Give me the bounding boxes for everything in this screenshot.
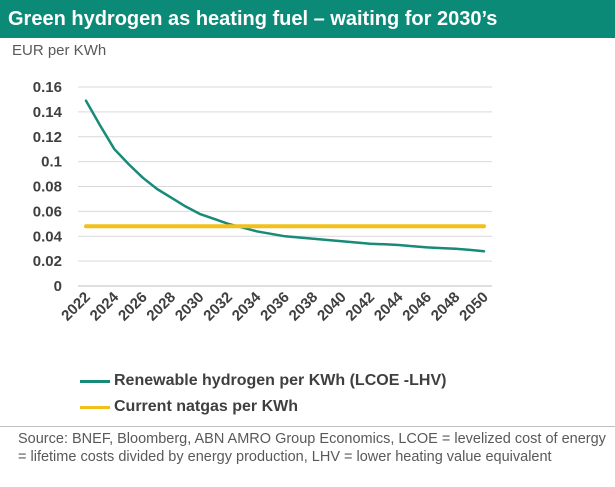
y-tick-label: 0.16 — [33, 79, 62, 96]
hydrogen-cost-line — [84, 99, 486, 253]
y-tick-label: 0 — [54, 278, 62, 295]
y-axis-unit-label: EUR per KWh — [12, 42, 107, 59]
y-axis-ticks: 0 0.02 0.04 0.06 0.08 0.1 0.12 0.14 0.16 — [33, 79, 63, 295]
y-tick-label: 0.12 — [33, 129, 62, 146]
x-tick-label: 2032 — [200, 289, 236, 325]
gridlines — [78, 86, 492, 262]
x-tick-label: 2028 — [143, 289, 179, 325]
legend-item-hydrogen: Renewable hydrogen per KWh (LCOE -LHV) — [80, 368, 446, 394]
legend-label-hydrogen: Renewable hydrogen per KWh (LCOE -LHV) — [114, 372, 447, 389]
legend-swatch-natgas — [80, 405, 110, 409]
x-tick-label: 2034 — [229, 288, 265, 324]
x-tick-label: 2042 — [342, 289, 378, 325]
y-tick-label: 0.04 — [33, 228, 63, 245]
legend-swatch-hydrogen — [80, 379, 110, 383]
x-tick-label: 2024 — [87, 288, 123, 324]
x-tick-label: 2050 — [456, 289, 492, 325]
x-tick-label: 2036 — [257, 289, 293, 325]
line-chart: 00.020.040.060.080.10.120.140.16 2022202… — [33, 79, 492, 324]
y-tick-label: 0.02 — [33, 253, 62, 270]
x-tick-label: 2044 — [371, 288, 407, 324]
y-tick-label: 0.06 — [33, 203, 62, 220]
x-tick-label: 2026 — [115, 289, 151, 325]
y-tick-label: 0.14 — [33, 104, 63, 121]
series-lines — [84, 99, 486, 253]
source-note: Source: BNEF, Bloomberg, ABN AMRO Group … — [18, 431, 606, 465]
chart-title: Green hydrogen as heating fuel – waiting… — [0, 0, 615, 38]
y-tick-label: 0.08 — [33, 179, 62, 196]
legend-label-natgas: Current natgas per KWh — [114, 398, 299, 415]
x-axis-ticks: 2022202420262028203020322034203620382040… — [58, 288, 492, 324]
x-tick-label: 2046 — [399, 289, 435, 325]
x-tick-label: 2048 — [428, 289, 464, 325]
y-tick-label: 0.1 — [41, 154, 62, 171]
divider — [0, 426, 615, 427]
x-tick-label: 2040 — [314, 289, 350, 325]
legend-item-natgas: Current natgas per KWh — [80, 394, 446, 420]
x-tick-label: 2030 — [172, 289, 208, 325]
x-tick-label: 2022 — [58, 289, 94, 325]
legend: Renewable hydrogen per KWh (LCOE -LHV) C… — [80, 368, 446, 420]
x-tick-label: 2038 — [286, 289, 322, 325]
